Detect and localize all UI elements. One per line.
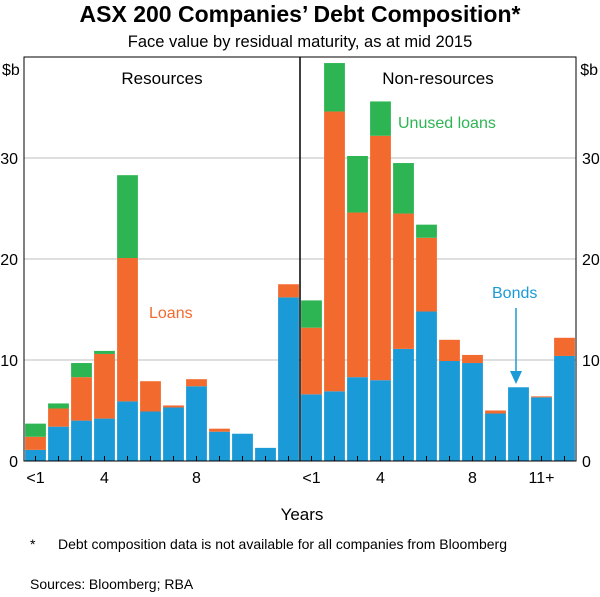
y-tick-label-left: 20	[0, 252, 18, 269]
bar-loans	[209, 428, 230, 432]
bar-loans	[531, 396, 552, 398]
footnote-mark: *	[30, 536, 36, 552]
bar-bonds	[554, 355, 575, 461]
x-tick-label: 8	[468, 470, 477, 487]
bar-bonds	[416, 311, 437, 461]
footnote-text: Debt composition data is not available f…	[58, 536, 508, 552]
x-tick-label: 4	[376, 470, 385, 487]
y-tick-label-right: 20	[582, 252, 600, 269]
bar-loans	[393, 213, 414, 349]
bar-unused-loans	[25, 423, 46, 437]
chart-subtitle: Face value by residual maturity, as at m…	[127, 33, 473, 51]
y-tick-label-right: 30	[582, 151, 600, 168]
y-tick-label-left: 10	[0, 353, 18, 370]
bar-bonds	[439, 361, 460, 461]
bar-loans	[140, 381, 161, 412]
bar-loans	[71, 377, 92, 421]
sources-label: Sources:	[30, 576, 86, 592]
panel-title-resources: Resources	[121, 69, 202, 88]
x-tick-label: <1	[302, 470, 320, 487]
y-axis-unit-right: $b	[580, 62, 598, 79]
chart-title: ASX 200 Companies’ Debt Composition*	[79, 1, 521, 27]
bar-unused-loans	[48, 403, 69, 409]
bar-loans	[163, 405, 184, 408]
bar-unused-loans	[370, 101, 391, 136]
y-tick-label-right: 0	[582, 454, 591, 471]
bar-unused-loans	[393, 163, 414, 214]
bar-bonds	[71, 420, 92, 461]
y-tick-label-left: 0	[9, 454, 18, 471]
bar-loans	[370, 135, 391, 381]
bar-loans	[48, 408, 69, 427]
bonds-pointer-arrowhead	[510, 371, 522, 384]
bar-unused-loans	[94, 350, 115, 354]
sources-text: Bloomberg; RBA	[88, 576, 194, 592]
bar-bonds	[232, 433, 253, 461]
bar-unused-loans	[301, 300, 322, 328]
chart-svg: 0 0 10 10 20 20 30 30 <1 4 8 <1 4 8 11+ $b $b Resource…	[0, 56, 600, 524]
bar-loans	[347, 212, 368, 378]
bar-unused-loans	[117, 175, 138, 258]
bar-unused-loans	[71, 363, 92, 378]
bar-unused-loans	[416, 224, 437, 238]
x-tick-label: <1	[26, 470, 44, 487]
y-tick-label-left: 30	[0, 151, 18, 168]
y-axis-unit-left: $b	[2, 62, 20, 79]
bars	[25, 63, 575, 461]
y-tick-label-right: 10	[582, 353, 600, 370]
bar-bonds	[370, 380, 391, 461]
bar-bonds	[117, 401, 138, 461]
bar-bonds	[301, 394, 322, 461]
bar-bonds	[255, 447, 276, 461]
bar-loans	[117, 257, 138, 402]
bar-bonds	[531, 397, 552, 461]
annotation-unused-loans: Unused loans	[398, 115, 496, 132]
annotation-bonds: Bonds	[492, 285, 537, 302]
bar-bonds	[48, 426, 69, 461]
panel-title-non-resources: Non-resources	[382, 69, 494, 88]
x-axis-label: Years	[281, 505, 324, 524]
bar-bonds	[347, 377, 368, 461]
bar-loans	[462, 354, 483, 364]
bar-bonds	[94, 418, 115, 461]
bar-loans	[186, 379, 207, 387]
bar-bonds	[140, 411, 161, 461]
bar-loans	[485, 410, 506, 414]
bar-bonds	[209, 431, 230, 461]
bar-unused-loans	[324, 63, 345, 112]
bar-loans	[94, 353, 115, 419]
bar-loans	[439, 339, 460, 362]
bar-loans	[324, 111, 345, 392]
bar-bonds	[324, 391, 345, 461]
x-tick-label: 8	[192, 470, 201, 487]
bar-bonds	[485, 413, 506, 461]
bar-loans	[416, 237, 437, 312]
bar-bonds	[163, 407, 184, 461]
annotation-loans: Loans	[149, 305, 193, 322]
bar-bonds	[508, 387, 529, 461]
bar-loans	[25, 436, 46, 450]
bar-loans	[554, 337, 575, 356]
bar-loans	[301, 327, 322, 395]
x-tick-label: 4	[100, 470, 109, 487]
bar-bonds	[462, 363, 483, 461]
bar-bonds	[186, 386, 207, 461]
bar-unused-loans	[347, 155, 368, 213]
axis-ticks: 0 0 10 10 20 20 30 30 <1 4 8 <1 4 8 11+	[0, 151, 600, 487]
x-tick-label: 11+	[529, 470, 555, 487]
bar-bonds	[278, 297, 299, 461]
bar-bonds	[393, 348, 414, 461]
bar-loans	[278, 284, 299, 298]
sources-note: Sources: Bloomberg; RBA	[30, 576, 193, 592]
bar-bonds	[25, 449, 46, 461]
